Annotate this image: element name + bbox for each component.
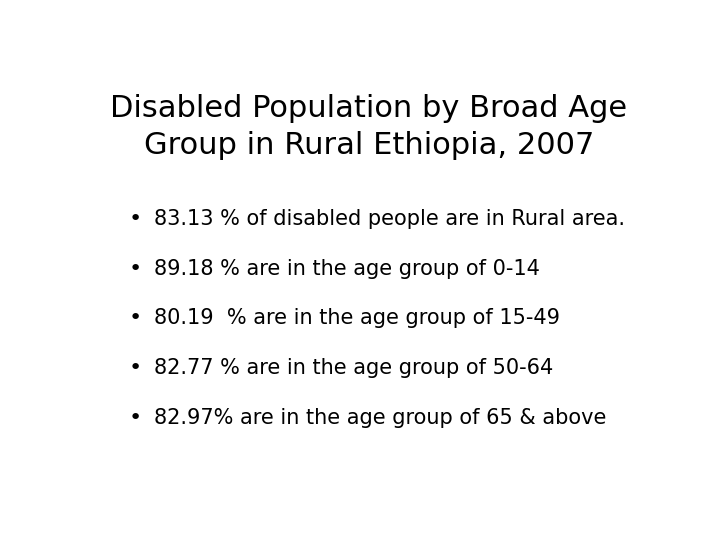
Text: •: • (129, 308, 143, 328)
Text: •: • (129, 259, 143, 279)
Text: 83.13 % of disabled people are in Rural area.: 83.13 % of disabled people are in Rural … (154, 208, 625, 228)
Text: •: • (129, 408, 143, 428)
Text: Disabled Population by Broad Age
Group in Rural Ethiopia, 2007: Disabled Population by Broad Age Group i… (110, 94, 628, 160)
Text: •: • (129, 359, 143, 379)
Text: •: • (129, 208, 143, 228)
Text: 80.19  % are in the age group of 15-49: 80.19 % are in the age group of 15-49 (154, 308, 560, 328)
Text: 89.18 % are in the age group of 0-14: 89.18 % are in the age group of 0-14 (154, 259, 540, 279)
Text: 82.77 % are in the age group of 50-64: 82.77 % are in the age group of 50-64 (154, 359, 554, 379)
Text: 82.97% are in the age group of 65 & above: 82.97% are in the age group of 65 & abov… (154, 408, 606, 428)
